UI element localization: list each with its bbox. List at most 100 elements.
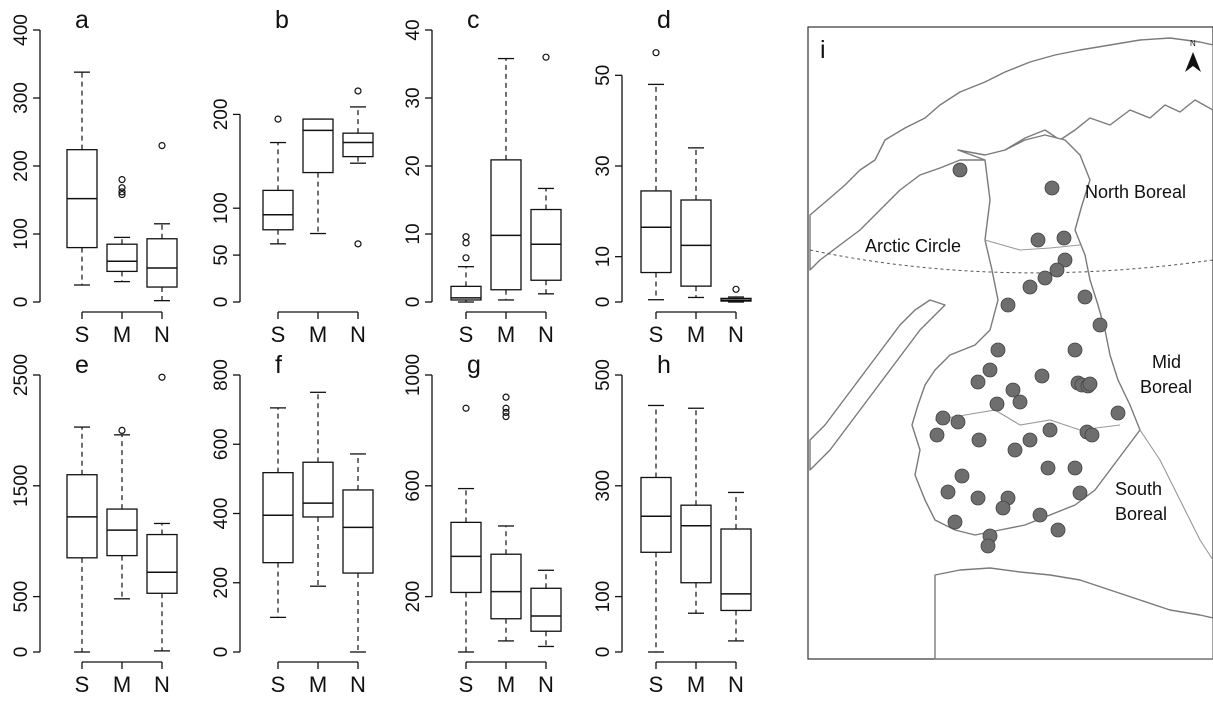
panel-letter: b [275,6,289,34]
outlier-point [354,240,362,248]
x-tick-label: M [687,322,705,347]
y-tick-label: 500 [593,359,614,391]
site-marker [1022,279,1038,295]
outlier-point [118,426,126,434]
box-M [302,118,334,235]
x-tick-label: M [309,322,327,347]
x-tick-label: S [649,672,664,697]
site-marker [950,414,966,430]
y-tick-label: 0 [403,297,424,308]
x-tick-label: N [538,672,554,697]
mid-boreal-label-1: Mid [1152,352,1181,372]
estonia-coast [934,567,1213,660]
site-marker [1044,180,1060,196]
box-N [720,285,752,303]
outlier-point [502,404,510,412]
north-arrow: N [1185,39,1201,72]
site-marker [1092,317,1108,333]
x-tick-label: N [538,322,554,347]
y-tick-label: 200 [211,567,232,599]
arctic-circle-label: Arctic Circle [865,236,961,256]
y-tick-label: 600 [403,470,424,502]
box-S [450,233,482,303]
site-marker [990,342,1006,358]
panel-h: 0 100 300 500 h S M N [593,351,752,697]
iqr-box [146,238,178,288]
box-M [106,426,138,600]
box-N [530,53,562,295]
y-tick-label: 40 [403,19,424,40]
x-tick-label: S [271,672,286,697]
site-marker [1030,232,1046,248]
site-marker [1067,342,1083,358]
y-tick-label: 0 [11,647,32,658]
outlier-point [274,115,282,123]
outlier-point [118,190,126,199]
north-arrow-label: N [1190,39,1196,48]
south-boreal-label-1: South [1115,479,1162,499]
iqr-box [490,159,522,291]
outlier-point [158,142,166,150]
box-S [66,426,98,653]
outlier-point [652,49,660,57]
site-marker [1040,460,1056,476]
site-marker [935,410,951,426]
y-tick-label: 200 [403,581,424,613]
x-tick-label: S [459,672,474,697]
iqr-box [106,243,138,273]
box-M [680,407,712,614]
y-tick-label: 400 [11,14,32,46]
box-N [720,491,752,642]
site-marker [982,362,998,378]
site-marker [970,490,986,506]
sweden-coast [809,299,946,471]
x-tick-label: M [497,672,515,697]
y-tick-label: 100 [11,218,32,250]
zone-border-north [984,239,1081,251]
iqr-box [146,533,178,594]
panel-e: 0 500 1500 2500 e S M N [11,351,178,697]
y-tick-label: 300 [593,470,614,502]
outlier-point [462,254,470,262]
panel-letter: h [657,351,671,379]
outlier-point [354,87,362,95]
site-marker [1005,382,1021,398]
site-marker [1012,394,1028,410]
site-marker [1049,262,1065,278]
site-marker [947,514,963,530]
northern-coastline [809,37,1213,271]
y-tick-label: 100 [593,581,614,613]
y-tick-label: 10 [593,246,614,267]
iqr-box [106,508,138,557]
box-S [262,407,294,619]
site-marker [1057,252,1073,268]
x-tick-label: M [687,672,705,697]
y-tick-label: 500 [11,581,32,613]
site-marker [1056,230,1072,246]
y-tick-label: 2500 [11,354,32,396]
map-panel-letter: i [820,36,826,64]
iqr-box [530,587,562,632]
y-tick-label: 0 [211,297,232,308]
y-tick-label: 50 [211,245,232,266]
site-marker [1034,368,1050,384]
y-tick-label: 0 [593,647,614,658]
panel-letter: c [467,6,480,34]
site-marker [1077,289,1093,305]
site-marker [954,468,970,484]
outlier-point [118,176,126,184]
box-N [146,142,178,302]
iqr-box [640,190,672,274]
panel-letter: g [467,351,481,379]
panel-letter: d [657,6,671,34]
panel-c: 0 10 20 30 40 c S M N [403,6,562,347]
y-tick-label: 50 [593,65,614,86]
site-marker [980,538,996,554]
y-tick-label: 600 [211,428,232,460]
y-tick-label: 0 [593,297,614,308]
x-tick-label: M [497,322,515,347]
panel-b: 0 50 100 200 b S M N [211,6,374,347]
site-marker [995,500,1011,516]
site-marker [1084,427,1100,443]
